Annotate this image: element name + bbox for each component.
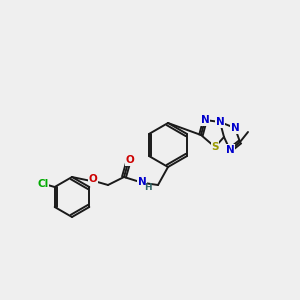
Text: H: H bbox=[144, 182, 152, 191]
Text: O: O bbox=[88, 174, 98, 184]
Text: Cl: Cl bbox=[37, 179, 48, 189]
Text: O: O bbox=[126, 155, 134, 165]
Text: N: N bbox=[138, 177, 146, 187]
Text: S: S bbox=[211, 142, 219, 152]
Text: N: N bbox=[201, 115, 209, 125]
Text: N: N bbox=[226, 145, 234, 155]
Text: N: N bbox=[216, 117, 224, 127]
Text: N: N bbox=[231, 123, 239, 133]
